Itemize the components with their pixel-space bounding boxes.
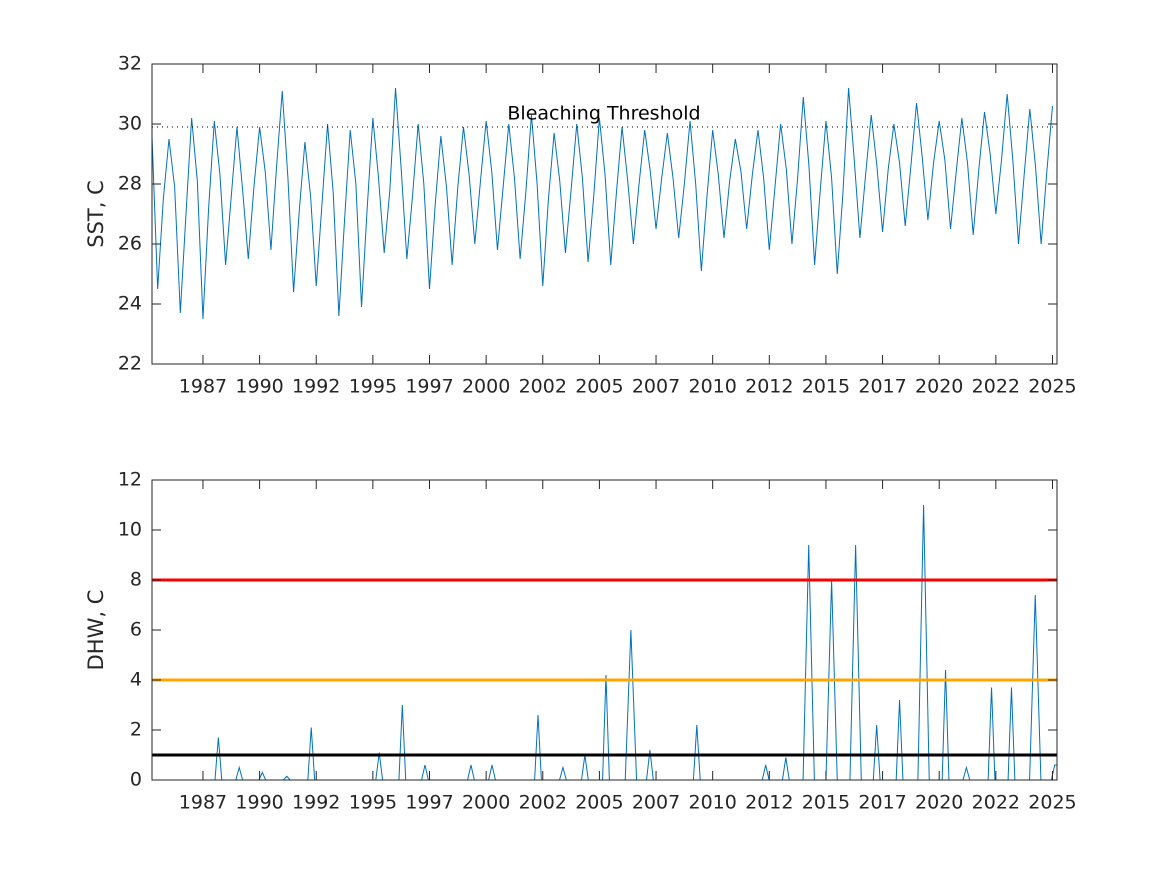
x-tick-label: 2005 — [575, 792, 623, 814]
y-axis-label: SST, C — [84, 180, 108, 248]
y-tick-label: 6 — [130, 619, 142, 641]
x-tick-label: 2025 — [1028, 792, 1076, 814]
x-tick-label: 2010 — [688, 792, 736, 814]
y-axis-label: DHW, C — [84, 590, 108, 671]
x-tick-label: 2022 — [972, 376, 1020, 398]
x-tick-label: 2015 — [802, 792, 850, 814]
x-tick-label: 2015 — [802, 376, 850, 398]
y-tick-label: 10 — [118, 519, 142, 541]
x-tick-label: 1995 — [349, 792, 397, 814]
x-tick-label: 1997 — [405, 792, 453, 814]
x-tick-label: 1992 — [292, 792, 340, 814]
y-tick-label: 32 — [118, 53, 142, 75]
x-tick-label: 2000 — [462, 376, 510, 398]
data-line — [151, 87, 1053, 320]
x-tick-label: 2022 — [972, 792, 1020, 814]
y-tick-label: 4 — [130, 669, 142, 691]
axes-box — [151, 63, 1058, 365]
x-tick-label: 1992 — [292, 376, 340, 398]
x-tick-label: 1990 — [235, 792, 283, 814]
x-tick-label: 2025 — [1028, 376, 1076, 398]
y-tick-label: 8 — [130, 569, 142, 591]
x-tick-label: 2000 — [462, 792, 510, 814]
x-tick-label: 2012 — [745, 376, 793, 398]
y-tick-label: 0 — [130, 769, 142, 791]
x-tick-label: 2012 — [745, 792, 793, 814]
x-tick-label: 2020 — [915, 792, 963, 814]
x-tick-label: 1990 — [235, 376, 283, 398]
x-tick-label: 1987 — [179, 792, 227, 814]
x-tick-label: 2020 — [915, 376, 963, 398]
y-tick-label: 24 — [118, 293, 142, 315]
x-tick-label: 2017 — [858, 792, 906, 814]
x-tick-label: 1995 — [349, 376, 397, 398]
y-tick-label: 28 — [118, 173, 142, 195]
annotation: Bleaching Threshold — [507, 103, 700, 125]
x-tick-label: 2005 — [575, 376, 623, 398]
y-tick-label: 2 — [130, 719, 142, 741]
x-tick-label: 1997 — [405, 376, 453, 398]
x-tick-label: 1987 — [179, 376, 227, 398]
x-tick-label: 2007 — [632, 792, 680, 814]
y-tick-label: 26 — [118, 233, 142, 255]
x-tick-label: 2010 — [688, 376, 736, 398]
x-tick-label: 2007 — [632, 376, 680, 398]
x-tick-label: 2002 — [519, 792, 567, 814]
y-tick-label: 30 — [118, 113, 142, 135]
x-tick-label: 2017 — [858, 376, 906, 398]
y-tick-label: 22 — [118, 353, 142, 375]
x-tick-label: 2002 — [519, 376, 567, 398]
y-tick-label: 12 — [118, 469, 142, 491]
